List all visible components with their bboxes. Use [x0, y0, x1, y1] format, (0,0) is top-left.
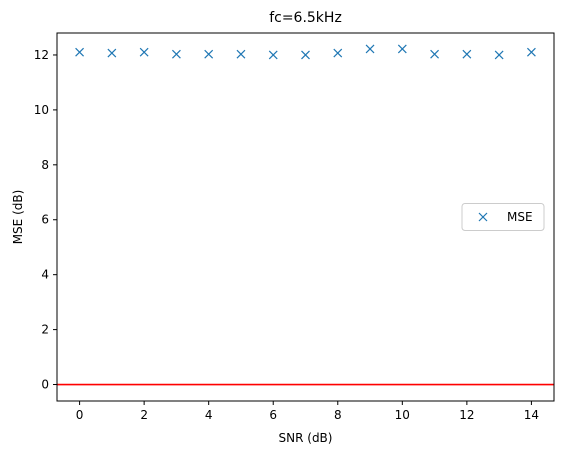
data-marks-layer	[75, 44, 536, 60]
plot-frame	[56, 32, 555, 402]
data-point	[171, 49, 181, 59]
data-point	[107, 48, 117, 58]
legend: MSE	[461, 203, 545, 231]
x-tick-label: 14	[524, 408, 539, 422]
data-point	[365, 44, 375, 54]
data-point	[268, 50, 278, 60]
y-axis-label: MSE (dB)	[11, 190, 25, 245]
data-point	[139, 47, 149, 57]
ticks-layer: 0 2 4 6 8 10 12 14 0 2 4 6 8 10 12	[34, 48, 539, 422]
y-tick-label: 8	[41, 158, 49, 172]
x-tick-label: 4	[205, 408, 213, 422]
data-point	[526, 47, 536, 57]
x-tick-label: 8	[334, 408, 342, 422]
legend-box	[461, 203, 545, 231]
data-point	[430, 49, 440, 59]
x-axis-label: SNR (dB)	[279, 431, 333, 445]
data-point	[236, 49, 246, 59]
chart-title: fc=6.5kHz	[269, 10, 342, 26]
x-tick-label: 2	[140, 408, 148, 422]
data-point	[301, 50, 310, 60]
data-point	[397, 44, 407, 54]
y-tick-label: 12	[34, 48, 49, 62]
data-point	[333, 48, 343, 58]
x-tick-label: 6	[269, 408, 277, 422]
y-tick-label: 4	[41, 268, 49, 282]
y-tick-label: 2	[41, 323, 49, 337]
data-point	[75, 47, 85, 57]
y-tick-label: 10	[34, 103, 49, 117]
data-point	[462, 49, 472, 59]
data-point	[494, 50, 504, 60]
legend-marker-x	[478, 212, 488, 222]
x-tick-label: 10	[395, 408, 410, 422]
x-tick-label: 0	[76, 408, 84, 422]
x-tick-label: 12	[459, 408, 474, 422]
y-tick-label: 0	[41, 378, 49, 392]
y-tick-label: 6	[41, 213, 49, 227]
legend-label-mse: MSE	[507, 210, 533, 224]
data-point	[204, 49, 214, 59]
